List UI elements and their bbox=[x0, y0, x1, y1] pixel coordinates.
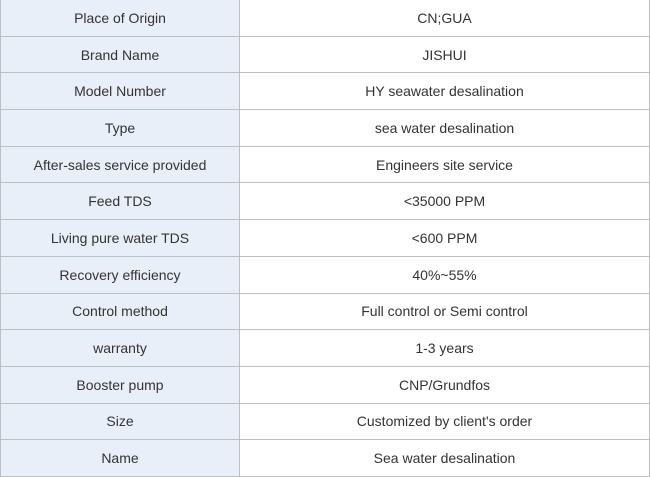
spec-value: Customized by client's order bbox=[239, 402, 650, 441]
table-row: Recovery efficiency 40%~55% bbox=[0, 255, 650, 294]
spec-value: CNP/Grundfos bbox=[239, 365, 650, 404]
spec-label: Size bbox=[0, 402, 240, 441]
spec-value: sea water desalination bbox=[239, 109, 650, 147]
spec-label: Booster pump bbox=[0, 365, 240, 404]
table-row: Feed TDS <35000 PPM bbox=[0, 182, 650, 221]
spec-label: warranty bbox=[0, 329, 240, 367]
table-row: After-sales service provided Engineers s… bbox=[0, 145, 650, 184]
table-row: Control method Full control or Semi cont… bbox=[0, 292, 650, 331]
spec-label: Model Number bbox=[0, 72, 240, 111]
spec-value: Sea water desalination bbox=[239, 439, 650, 477]
spec-value: <600 PPM bbox=[239, 219, 650, 257]
spec-value: JISHUI bbox=[239, 35, 650, 74]
spec-label: Control method bbox=[0, 292, 240, 331]
spec-label: Recovery efficiency bbox=[0, 255, 240, 294]
spec-label: After-sales service provided bbox=[0, 145, 240, 184]
spec-value: HY seawater desalination bbox=[239, 72, 650, 111]
spec-label: Type bbox=[0, 109, 240, 147]
spec-label: Brand Name bbox=[0, 35, 240, 74]
table-row: Living pure water TDS <600 PPM bbox=[0, 219, 650, 257]
spec-value: 1-3 years bbox=[239, 329, 650, 367]
spec-label: Living pure water TDS bbox=[0, 219, 240, 257]
table-row: Brand Name JISHUI bbox=[0, 35, 650, 74]
table-row: Type sea water desalination bbox=[0, 109, 650, 147]
table-row: Model Number HY seawater desalination bbox=[0, 72, 650, 111]
spec-label: Feed TDS bbox=[0, 182, 240, 221]
table-row: Size Customized by client's order bbox=[0, 402, 650, 441]
spec-value: Full control or Semi control bbox=[239, 292, 650, 331]
table-row: Name Sea water desalination bbox=[0, 439, 650, 477]
spec-label: Name bbox=[0, 439, 240, 477]
spec-value: <35000 PPM bbox=[239, 182, 650, 221]
spec-label: Place of Origin bbox=[0, 0, 240, 37]
spec-value: 40%~55% bbox=[239, 255, 650, 294]
table-row: warranty 1-3 years bbox=[0, 329, 650, 367]
spec-value: CN;GUA bbox=[239, 0, 650, 37]
table-row: Booster pump CNP/Grundfos bbox=[0, 365, 650, 404]
table-row: Place of Origin CN;GUA bbox=[0, 0, 650, 37]
spec-value: Engineers site service bbox=[239, 145, 650, 184]
